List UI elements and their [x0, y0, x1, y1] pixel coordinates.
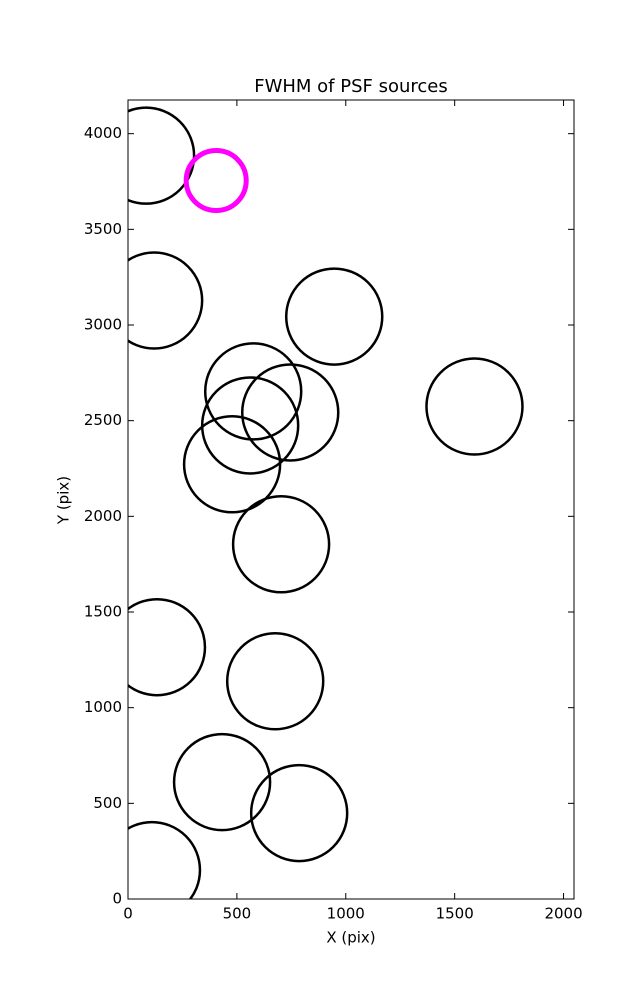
y-tick-label: 0: [112, 890, 122, 908]
x-axis-label: X (pix): [326, 929, 375, 947]
source-circle: [203, 342, 303, 441]
source-circle: [249, 763, 349, 863]
y-axis-label: Y (pix): [55, 476, 73, 525]
x-tick-label: 1500: [436, 905, 474, 923]
y-tick-label: 1000: [84, 698, 122, 716]
y-tick-label: 2000: [84, 507, 122, 525]
x-tick-label: 1000: [327, 905, 365, 923]
y-tick-label: 4000: [84, 124, 122, 142]
x-tick-label: 500: [223, 905, 252, 923]
chart-title: FWHM of PSF sources: [254, 76, 448, 97]
x-tick-label: 2000: [544, 905, 582, 923]
x-tick-label: 0: [123, 905, 133, 923]
source-circle: [128, 597, 207, 697]
axes-frame: [127, 99, 575, 900]
source-circle: [240, 363, 340, 462]
source-circle: [225, 632, 325, 731]
source-circle: [172, 732, 272, 832]
source-circle: [284, 267, 384, 366]
source-circle: [182, 415, 282, 514]
source-circle: [128, 251, 204, 350]
source-circle: [128, 106, 196, 205]
source-circle: [183, 148, 249, 214]
y-tick-label: 1500: [84, 603, 122, 621]
y-tick-label: 3000: [84, 316, 122, 334]
source-circle: [425, 357, 524, 456]
plot-area: [128, 106, 524, 899]
source-circle: [231, 495, 331, 594]
source-circle: [128, 820, 202, 899]
y-tick-label: 500: [93, 794, 122, 812]
y-tick-label: 2500: [84, 411, 122, 429]
y-tick-label: 3500: [84, 220, 122, 238]
